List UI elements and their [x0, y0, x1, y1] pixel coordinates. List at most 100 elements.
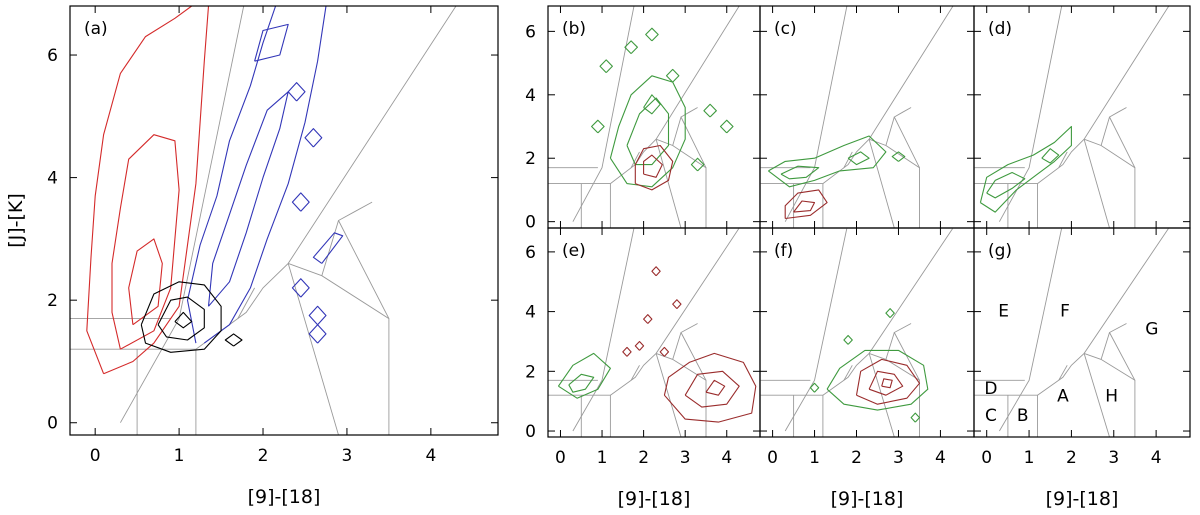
- panel-e-green-contour-0: [557, 352, 611, 399]
- panel-e-darkred-contour-4: [643, 314, 653, 324]
- region-label-B: B: [1017, 406, 1029, 426]
- panel-g-xtick-label-3: 3: [1108, 448, 1119, 468]
- panel-f-green-contour-2: [885, 308, 895, 318]
- panel-a-plot-area: [70, 6, 457, 435]
- panel-a-red-contour-1: [86, 6, 193, 374]
- panel-d-region-boundary-10: [1058, 151, 1068, 168]
- panel-a-xtick-label-0: 0: [90, 446, 101, 466]
- panel-d-green-contour-2: [1041, 148, 1060, 164]
- panel-a-region-boundary-10: [237, 287, 255, 319]
- panel-a-ytick-label-3: 6: [47, 46, 58, 66]
- panel-e-ytick-label-1: 2: [525, 362, 536, 382]
- panel-f-green-contour-0: [826, 349, 929, 411]
- panel-f-green-contour-3: [843, 334, 853, 345]
- panel-a-ylabel: [J]-[K]: [5, 193, 27, 248]
- panel-d-green-contour-1: [986, 171, 1026, 199]
- panel-e-xtick-label-1: 1: [597, 448, 608, 468]
- panel-c-region-boundary-6: [868, 138, 920, 228]
- panel-c-region-boundary-8: [885, 116, 895, 146]
- panel-e-darkred-contour-7: [672, 299, 682, 309]
- panel-g-xtick-label-4: 4: [1151, 448, 1162, 468]
- panel-f-darkred-contour-0: [855, 358, 921, 405]
- panel-b-green-contour-1: [626, 97, 670, 166]
- panel-d-plot-area: [974, 6, 1170, 228]
- panel-f-green-contour-1: [809, 382, 820, 393]
- panel-a-blue-contour-7: [308, 305, 327, 326]
- panel-f-green-contour-4: [910, 412, 921, 423]
- figure-layer: (a) 0 1 2 3 4 0 2 4 6 [9]-[18] [J]-[K] (b) 0 2 4 6 (c) (d)…: [5, 5, 1191, 510]
- panel-e-region-boundary-4: [572, 228, 635, 432]
- region-label-D: D: [984, 379, 997, 399]
- panel-e-darkred-contour-2: [705, 379, 726, 396]
- panel-e-region-boundary-10: [630, 365, 640, 381]
- panel-d-label: (d): [988, 19, 1012, 39]
- panel-g: E F G D A H C B (g) 0 1 2 3 4 [9]-[18]: [973, 227, 1191, 510]
- panel-b: (b) 0 2 4 6: [525, 5, 761, 233]
- panel-e-region-boundary-7: [680, 323, 707, 381]
- panel-a-black-contour-3: [224, 333, 243, 347]
- panel-a-black-contour-0: [140, 281, 222, 353]
- panel-a-xtick-label-4: 4: [425, 446, 436, 466]
- panel-b-region-boundary-6: [655, 138, 707, 228]
- panel-b-region-boundary-4: [572, 6, 635, 222]
- panel-a-blue-contour-5: [312, 232, 344, 264]
- panel-b-green-contour-5: [703, 103, 717, 118]
- region-label-C: C: [985, 406, 997, 426]
- panel-b-green-contour-6: [599, 59, 613, 73]
- panel-e-green-contour-1: [568, 373, 595, 393]
- panel-a-blue-contour-1: [186, 6, 277, 344]
- panel-a-label: (a): [84, 19, 108, 39]
- panel-a-black-contour-2: [174, 311, 193, 329]
- panel-b-green-contour-4: [665, 68, 680, 83]
- panel-c-region-boundary-5: [822, 6, 954, 184]
- panel-e-darkred-contour-8: [622, 346, 632, 357]
- panel-a-blue-contour-0: [203, 6, 327, 344]
- panel-b-region-boundary-5: [610, 6, 740, 184]
- panel-b-green-contour-7: [645, 27, 659, 42]
- panel-f-region-boundary-9: [868, 353, 895, 437]
- panel-a-region-boundary-4: [120, 6, 245, 423]
- panel-a-xlabel: [9]-[18]: [248, 486, 321, 508]
- panel-c-plot-area: [760, 6, 954, 228]
- panel-e-xlabel: [9]-[18]: [618, 488, 691, 510]
- panel-e-xtick-label-3: 3: [680, 448, 691, 468]
- panel-c-label: (c): [774, 19, 797, 39]
- panel-c-darkred-contour-1: [793, 200, 816, 213]
- panel-a-blue-contour-10: [287, 82, 306, 102]
- panel-b-darkred-contour-0: [634, 144, 674, 191]
- region-label-A: A: [1057, 387, 1069, 407]
- panel-g-frame: [973, 227, 1191, 438]
- panel-d-green-contour-0: [979, 125, 1072, 213]
- panel-g-region-boundary-4: [999, 228, 1063, 432]
- panel-c-region-boundary-7: [893, 107, 920, 168]
- panel-d-frame: [973, 5, 1191, 229]
- panel-f-region-boundary-6: [868, 352, 920, 437]
- panel-c-green-contour-1: [780, 165, 820, 180]
- panel-a-blue-contour-2: [207, 91, 289, 307]
- panel-b-ytick-label-0: 0: [525, 213, 536, 233]
- panel-c: (c): [759, 5, 975, 229]
- panel-b-label: (b): [562, 19, 586, 39]
- panel-f-label: (f): [774, 241, 793, 261]
- panel-f-xtick-label-4: 4: [935, 448, 946, 468]
- panel-e-region-boundary-9: [655, 353, 682, 437]
- panel-g-region-boundary-5: [1037, 228, 1170, 396]
- panel-c-region-boundary-9: [868, 139, 895, 228]
- panel-a-region-boundary-9: [287, 263, 339, 435]
- panel-a-blue-contour-6: [291, 278, 310, 298]
- panel-a-blue-contour-8: [308, 324, 327, 344]
- panel-b-ytick-label-3: 6: [525, 22, 536, 42]
- panel-e-ytick-label-3: 6: [525, 243, 536, 263]
- panel-e-ytick-label-0: 0: [525, 422, 536, 442]
- panel-a-region-boundary-8: [321, 220, 339, 276]
- panel-e-darkred-contour-6: [659, 346, 670, 357]
- panel-e-darkred-contour-1: [684, 370, 740, 408]
- panel-f-darkred-contour-2: [881, 378, 893, 389]
- panel-b-green-contour-3: [624, 40, 638, 54]
- panel-a-xtick-label-1: 1: [174, 446, 185, 466]
- panel-g-xtick-label-1: 1: [1024, 448, 1035, 468]
- panel-a-xtick-label-3: 3: [342, 446, 353, 466]
- panel-d-region-boundary-4: [999, 6, 1063, 222]
- panel-d: (d): [973, 5, 1191, 229]
